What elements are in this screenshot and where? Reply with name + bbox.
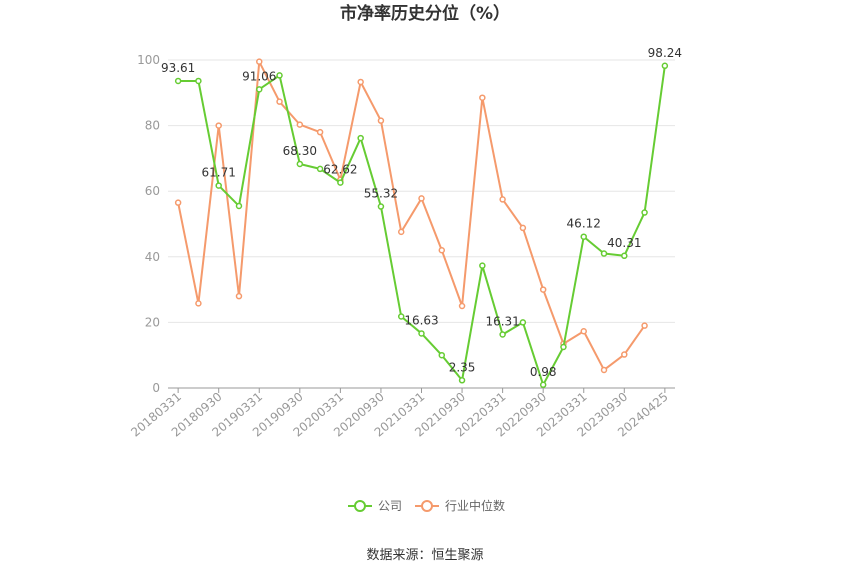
data-label: 98.24 (648, 46, 682, 60)
industry-median-point (256, 58, 263, 65)
company-point (337, 179, 344, 186)
industry-median-point (600, 366, 608, 374)
data-label: 93.61 (161, 61, 195, 75)
industry-median-point (397, 228, 405, 236)
company-point (438, 351, 446, 359)
industry-median-point (215, 122, 222, 129)
industry-median-point (519, 224, 527, 232)
y-tick-label: 0 (152, 381, 160, 395)
industry-median-point (357, 78, 364, 86)
industry-median-point (418, 195, 425, 202)
company-point (539, 381, 547, 389)
company-point (195, 77, 202, 85)
company-point (256, 86, 263, 93)
data-label: 16.31 (485, 315, 519, 329)
company-point (357, 134, 364, 142)
data-label: 46.12 (567, 217, 601, 231)
legend-label: 公司 (378, 499, 402, 513)
company-point (499, 331, 506, 338)
company-point (600, 250, 608, 257)
data-label: 2.35 (449, 360, 476, 374)
legend[interactable]: 公司 行业中位数 (348, 498, 505, 513)
company-point (316, 165, 324, 173)
company-point (458, 377, 466, 384)
data-label: 40.31 (607, 236, 641, 250)
industry-median-point (235, 292, 243, 300)
legend-industry-median[interactable]: 行业中位数 (415, 498, 505, 513)
axes: 0204060801002018033120180930201903312019… (128, 53, 675, 440)
company-point (397, 313, 405, 320)
company-point (479, 262, 486, 269)
data-label: 0.98 (530, 365, 557, 379)
company-point (560, 343, 567, 351)
y-tick-label: 40 (145, 250, 160, 264)
company-point (519, 319, 527, 326)
industry-median-point (458, 302, 466, 310)
y-tick-label: 100 (137, 53, 160, 67)
company-point (661, 62, 669, 70)
legend-marker (421, 500, 433, 512)
industry-median-point (195, 300, 202, 307)
industry-median-point (499, 196, 506, 203)
series-layer (174, 58, 669, 389)
data-label: 68.30 (283, 144, 317, 158)
industry-median-point (580, 328, 587, 335)
company-point (641, 209, 648, 216)
company-point (377, 203, 385, 210)
company-point (276, 72, 283, 79)
industry-median-point (621, 351, 628, 358)
industry-median-point (641, 322, 648, 329)
company-point (296, 160, 304, 168)
company-point (580, 233, 587, 240)
data-labels: 93.61 61.71 91.06 68.30 62.62 55.32 16.63 2.35 1… (161, 46, 682, 379)
data-label: 16.63 (404, 313, 438, 327)
data-label: 55.32 (364, 187, 398, 201)
industry-median-point (174, 199, 182, 206)
industry-median-point (296, 121, 304, 128)
industry-median-point (479, 94, 486, 101)
company-point (621, 252, 628, 260)
y-tick-label: 80 (145, 119, 160, 133)
company-point (235, 202, 243, 210)
legend-label: 行业中位数 (445, 498, 505, 513)
industry-median-point (377, 117, 385, 124)
company-point (174, 77, 182, 85)
industry-median-point (539, 286, 547, 293)
company-point (215, 182, 222, 189)
y-tick-label: 20 (145, 315, 160, 329)
data-label: 91.06 (242, 69, 276, 83)
chart-title: 市净率历史分位（%） (340, 3, 510, 24)
data-label: 62.62 (323, 163, 357, 177)
data-label: 61.71 (202, 166, 236, 180)
grid (168, 59, 675, 323)
legend-marker (354, 500, 366, 512)
industry-median-point (276, 98, 283, 105)
y-tick-label: 60 (145, 184, 160, 198)
source-note: 数据来源：恒生聚源 (366, 548, 483, 563)
industry-median-point (438, 246, 446, 254)
company-point (418, 330, 425, 337)
industry-median-point (316, 128, 324, 136)
legend-company[interactable]: 公司 (348, 499, 402, 513)
industry-median-line (177, 60, 646, 371)
